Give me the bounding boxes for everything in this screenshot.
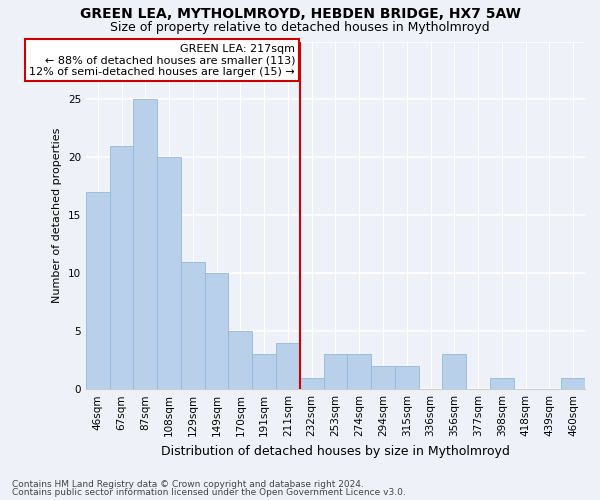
Bar [229,331,252,389]
Bar [86,192,110,389]
Bar [323,354,347,389]
Text: Contains public sector information licensed under the Open Government Licence v3: Contains public sector information licen… [12,488,406,497]
Bar [561,378,585,389]
X-axis label: Distribution of detached houses by size in Mytholmroyd: Distribution of detached houses by size … [161,444,510,458]
Bar [205,274,229,389]
Bar [276,343,300,389]
Bar [133,100,157,389]
Text: GREEN LEA: 217sqm
← 88% of detached houses are smaller (113)
12% of semi-detache: GREEN LEA: 217sqm ← 88% of detached hous… [29,44,295,77]
Text: Size of property relative to detached houses in Mytholmroyd: Size of property relative to detached ho… [110,21,490,34]
Bar [371,366,395,389]
Bar [110,146,133,389]
Y-axis label: Number of detached properties: Number of detached properties [52,128,62,303]
Bar [157,158,181,389]
Text: GREEN LEA, MYTHOLMROYD, HEBDEN BRIDGE, HX7 5AW: GREEN LEA, MYTHOLMROYD, HEBDEN BRIDGE, H… [80,8,520,22]
Bar [252,354,276,389]
Bar [442,354,466,389]
Bar [300,378,323,389]
Text: Contains HM Land Registry data © Crown copyright and database right 2024.: Contains HM Land Registry data © Crown c… [12,480,364,489]
Bar [181,262,205,389]
Bar [395,366,419,389]
Bar [347,354,371,389]
Bar [490,378,514,389]
